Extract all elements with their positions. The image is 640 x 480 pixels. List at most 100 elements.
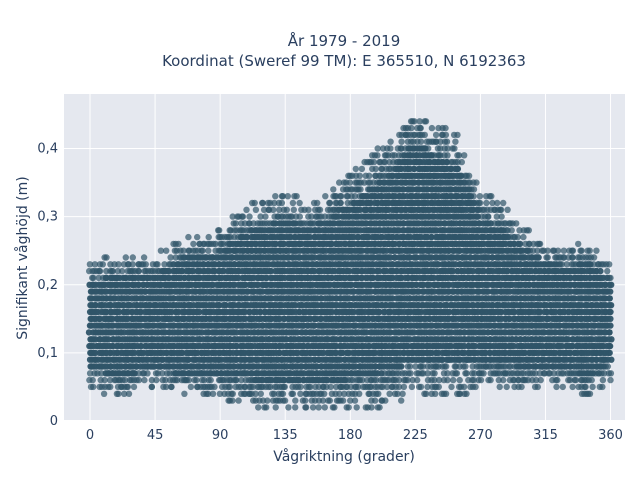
data-point — [211, 383, 218, 391]
data-point — [458, 158, 465, 166]
data-point — [243, 206, 250, 213]
data-point — [86, 261, 94, 268]
data-point — [141, 376, 148, 384]
data-point — [372, 165, 379, 173]
data-point — [309, 404, 317, 411]
data-point — [289, 390, 297, 397]
data-point — [366, 172, 373, 179]
data-point — [148, 376, 156, 384]
data-point — [387, 138, 394, 145]
data-point — [358, 165, 366, 173]
data-point — [101, 376, 108, 384]
data-point — [463, 370, 470, 377]
data-point — [337, 199, 344, 207]
data-point — [292, 404, 299, 411]
data-point — [398, 397, 405, 404]
data-point — [443, 363, 450, 370]
data-point — [450, 376, 457, 384]
data-point — [209, 390, 217, 397]
data-point — [432, 390, 439, 397]
data-point — [289, 199, 297, 207]
data-point — [485, 213, 492, 220]
data-point — [398, 363, 405, 370]
data-point — [264, 397, 271, 404]
data-point — [233, 376, 240, 384]
data-point — [296, 213, 303, 220]
data-point — [356, 172, 363, 179]
data-point — [297, 383, 304, 391]
data-point — [96, 267, 104, 275]
data-point — [327, 383, 334, 391]
data-point — [346, 179, 354, 186]
data-point — [454, 131, 461, 139]
data-point — [205, 247, 212, 254]
data-point — [271, 199, 278, 207]
data-point — [351, 397, 359, 404]
data-point — [86, 370, 94, 377]
data-point — [216, 390, 224, 397]
data-point — [476, 199, 484, 207]
data-point — [281, 383, 288, 391]
data-point — [382, 397, 389, 404]
data-point — [472, 383, 479, 391]
data-point — [345, 404, 352, 411]
data-point — [98, 370, 105, 377]
data-point — [339, 397, 347, 404]
data-point — [167, 254, 174, 261]
data-point — [477, 376, 485, 384]
data-point — [278, 199, 286, 207]
data-point — [305, 206, 312, 213]
data-point — [163, 383, 170, 391]
data-point — [99, 261, 107, 268]
data-points — [85, 118, 615, 411]
data-point — [374, 152, 381, 159]
data-point — [115, 261, 122, 268]
data-point — [453, 370, 461, 377]
data-point — [262, 213, 269, 220]
data-point — [462, 363, 469, 370]
data-point — [257, 213, 264, 220]
data-point — [229, 397, 236, 404]
data-point — [144, 370, 151, 377]
data-point — [417, 383, 425, 391]
data-point — [148, 383, 156, 391]
data-point — [162, 376, 169, 384]
data-point — [292, 397, 299, 404]
data-point — [279, 390, 287, 397]
data-point — [122, 254, 129, 261]
data-point — [470, 186, 478, 193]
data-point — [135, 267, 142, 275]
data-point — [331, 404, 338, 411]
data-point — [175, 240, 182, 248]
data-point — [135, 376, 143, 384]
data-point — [356, 390, 363, 397]
data-point — [168, 383, 175, 391]
data-point — [371, 397, 379, 404]
data-point — [444, 152, 451, 159]
data-point — [226, 383, 234, 391]
data-point — [259, 199, 266, 207]
data-point — [121, 390, 128, 397]
data-point — [125, 390, 133, 397]
data-point — [408, 124, 415, 132]
data-point — [357, 186, 364, 193]
data-point — [417, 138, 425, 145]
data-point — [91, 261, 99, 268]
data-point — [448, 383, 455, 391]
data-point — [154, 370, 162, 377]
data-point — [130, 383, 138, 391]
data-point — [428, 124, 436, 132]
data-point — [443, 138, 451, 145]
data-point — [330, 186, 337, 193]
data-point — [270, 390, 278, 397]
data-point — [398, 138, 405, 145]
data-point — [194, 233, 201, 241]
data-point — [154, 261, 161, 268]
data-point — [263, 404, 270, 411]
data-point — [216, 227, 223, 234]
data-point — [314, 199, 321, 207]
data-point — [174, 376, 181, 384]
data-point — [473, 179, 480, 186]
data-point — [153, 376, 160, 384]
data-point — [353, 404, 360, 411]
